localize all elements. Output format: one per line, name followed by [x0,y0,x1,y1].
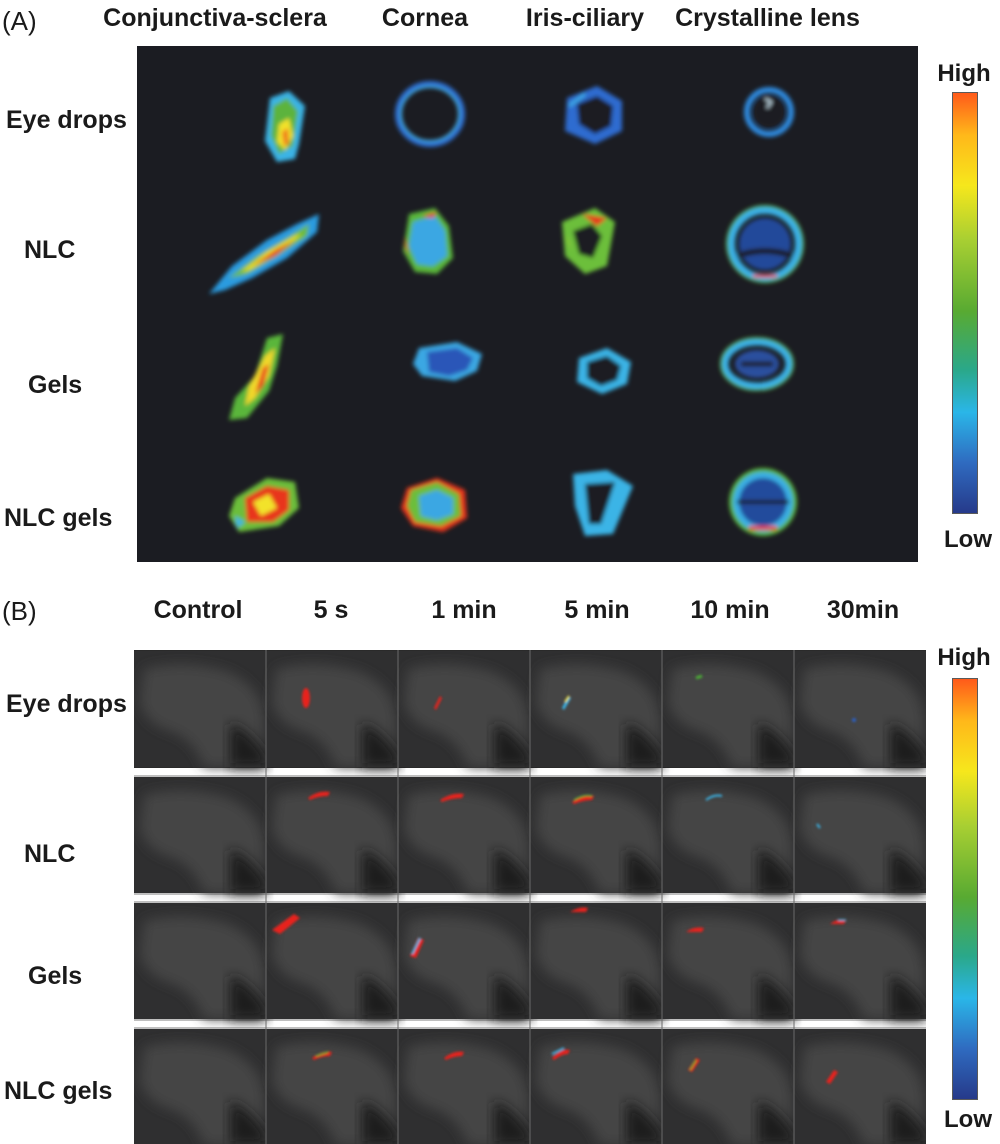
tissue-conjunctiva-gels [229,334,283,420]
row-header-nlc-gels-b: NLC gels [4,1077,113,1105]
photo-row-nlc-gels [134,1029,926,1144]
row-header-nlc-b: NLC [24,840,76,868]
panel-b-label: (B) [2,596,37,626]
panel-a-label: (A) [2,6,37,36]
column-header-conjunctiva-sclera: Conjunctiva-sclera [103,4,327,32]
tissue-lens-nlc [726,205,804,283]
row-header-gels: Gels [28,371,83,399]
photo-row-nlc [134,777,926,893]
color-scale-bar-a [952,92,978,514]
column-header-5min: 5 min [564,596,630,624]
column-header-control: Control [153,596,243,624]
tissue-iris-nlc [562,208,615,274]
photo-row-eye-drops [134,651,926,767]
scale-high-label-b: High [937,644,991,671]
row-header-gels-b: Gels [28,962,83,990]
row-header-eye-drops: Eye drops [6,106,127,134]
ocular-tissue-fluorescence-image [137,46,918,562]
rabbit-eye-timecourse-image [134,650,926,1144]
tissue-cornea-nlc [403,208,453,274]
tissue-cornea-eye-drops [395,81,465,147]
scale-high-label-a: High [937,60,991,87]
tissue-iris-eye-drops [565,86,622,144]
column-header-iris-ciliary: Iris-ciliary [525,4,645,32]
column-header-crystalline-lens: Crystalline lens [675,4,860,32]
column-header-1min: 1 min [431,596,497,624]
tissue-lens-gels [720,337,794,391]
tissue-lens-eye-drops [744,87,794,137]
scale-low-label-a: Low [944,526,992,553]
column-header-5s: 5 s [313,596,349,624]
tissue-conjunctiva-nlc [209,214,319,294]
row-header-nlc: NLC [24,236,76,264]
tissue-conjunctiva-nlc-gels [229,478,299,532]
tissue-conjunctiva-eye-drops [265,91,305,162]
photo-row-gels [134,903,926,1019]
color-scale-bar-b [952,678,978,1100]
column-header-cornea: Cornea [381,4,469,32]
tissue-iris-gels [577,348,631,394]
tissue-iris-nlc-gels [573,470,633,536]
column-header-10min: 10 min [690,596,770,624]
row-header-eye-drops-b: Eye drops [6,690,127,718]
scale-low-label-b: Low [944,1106,992,1133]
tissue-lens-nlc-gels [729,468,797,536]
column-header-30min: 30min [826,596,900,624]
row-header-nlc-gels: NLC gels [4,504,113,532]
tissue-cornea-gels [413,342,482,381]
tissue-cornea-nlc-gels [401,478,467,532]
